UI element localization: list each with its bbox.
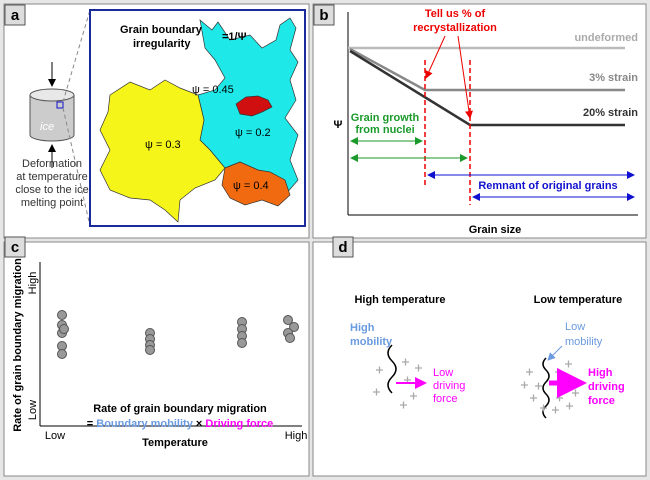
caption: melting point	[21, 197, 83, 209]
y-label: Rate of grain boundary migration	[12, 258, 24, 432]
panel-label-box	[4, 4, 26, 26]
ice-label: ice	[40, 121, 54, 133]
mobility-label: Low	[565, 321, 585, 333]
boundary	[542, 357, 550, 419]
growth-label: from nuclei	[355, 124, 414, 136]
grain-label: ψ = 0.45	[192, 84, 234, 96]
equation: = Boundary mobility × Driving force	[87, 418, 273, 430]
title: Grain boundary	[120, 24, 203, 36]
y-high: High	[27, 272, 39, 295]
y-low: Low	[27, 400, 39, 420]
mobility-arrow	[547, 345, 563, 361]
caption: close to the ice	[15, 184, 88, 196]
force-label: driving	[433, 380, 465, 392]
y-label: Ψ	[334, 119, 343, 131]
formula: =1/Ψ	[222, 31, 247, 43]
zoom-line	[62, 9, 91, 103]
boundary	[387, 344, 397, 394]
grain-label: ψ = 0.3	[145, 139, 181, 151]
scatter-points	[57, 310, 299, 359]
subtitle: High temperature	[354, 294, 445, 306]
force-label: driving	[588, 381, 625, 393]
curve-label: undeformed	[574, 32, 638, 44]
ice-cylinder-top	[29, 88, 75, 102]
panel-frame	[3, 241, 310, 477]
x-high: High	[285, 430, 308, 442]
curve-label: 3% strain	[589, 72, 638, 84]
panel-a: a ice Deformation at temperature close t…	[3, 3, 310, 239]
title: irregularity	[133, 38, 191, 50]
force-label: force	[588, 395, 615, 407]
panel-label-box	[4, 236, 26, 258]
callout-arrow	[425, 35, 446, 79]
grain-label: ψ = 0.4	[233, 180, 269, 192]
caption: at temperature	[16, 171, 88, 183]
panel-frame	[312, 241, 647, 477]
panel-label: a	[11, 7, 20, 24]
plus-signs	[373, 358, 422, 409]
curve-label: 20% strain	[583, 107, 638, 119]
zoom-line	[62, 107, 91, 227]
growth-label: Grain growth	[351, 112, 420, 124]
panel-label-box	[332, 236, 354, 258]
ice-cylinder	[29, 95, 75, 142]
grain-orange	[221, 161, 291, 207]
panel-label: c	[11, 239, 19, 256]
mobility-label: mobility	[565, 336, 603, 348]
caption: Deformation	[22, 158, 82, 170]
curve-3	[349, 47, 625, 92]
panel-d: d High temperature Low temperature High …	[312, 236, 647, 477]
callout-arrow	[457, 35, 473, 119]
grain-yellow	[99, 79, 226, 223]
subtitle: Low temperature	[534, 294, 623, 306]
x-label: Grain size	[469, 224, 522, 236]
panel-c: c Rate of grain boundary migration High …	[3, 236, 310, 477]
panel-b: b Tell us % of recrystallization undefor…	[312, 3, 647, 239]
remnant-label: Remnant of original grains	[478, 180, 617, 192]
panel-label: b	[319, 7, 328, 24]
panel-label-box	[313, 4, 335, 26]
mobility-label: mobility	[350, 336, 393, 348]
x-low: Low	[45, 430, 65, 442]
sample-box	[56, 101, 64, 109]
callout: recrystallization	[413, 22, 497, 34]
force-label: force	[433, 393, 457, 405]
x-label: Temperature	[142, 437, 208, 449]
mobility-label: High	[350, 322, 375, 334]
callout: Tell us % of	[425, 8, 486, 20]
equation-title: Rate of grain boundary migration	[93, 403, 267, 415]
force-label: Low	[433, 367, 453, 379]
grain-label: ψ = 0.2	[235, 127, 271, 139]
grain-red	[235, 95, 273, 117]
panel-label: d	[338, 239, 347, 256]
force-label: High	[588, 367, 613, 379]
